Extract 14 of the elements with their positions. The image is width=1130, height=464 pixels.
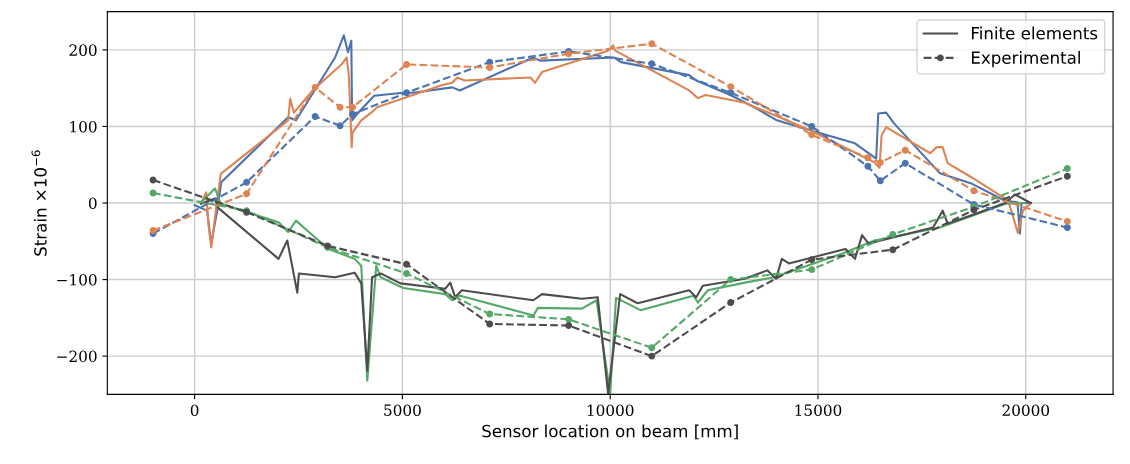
y-tick-label: −200 (57, 350, 97, 363)
x-axis-title: Sensor location on beam [mm] (482, 424, 738, 440)
y-tick-label: 0 (88, 197, 97, 210)
x-tick-label: 10000 (587, 404, 634, 416)
x-tick-label: 5000 (384, 404, 421, 416)
y-tick-label: 200 (69, 44, 97, 56)
y-tick-label: −100 (57, 274, 97, 286)
legend-label: Finite elements (971, 26, 1098, 40)
x-tick-label: 0 (190, 404, 199, 416)
x-tick-label: 20000 (1002, 404, 1050, 416)
x-tick-label: 15000 (795, 404, 842, 416)
y-tick-label: 100 (70, 120, 97, 133)
legend-label: Experimental (971, 51, 1080, 68)
y-axis-title: Strain ×10$^{−6}$ (31, 150, 47, 256)
